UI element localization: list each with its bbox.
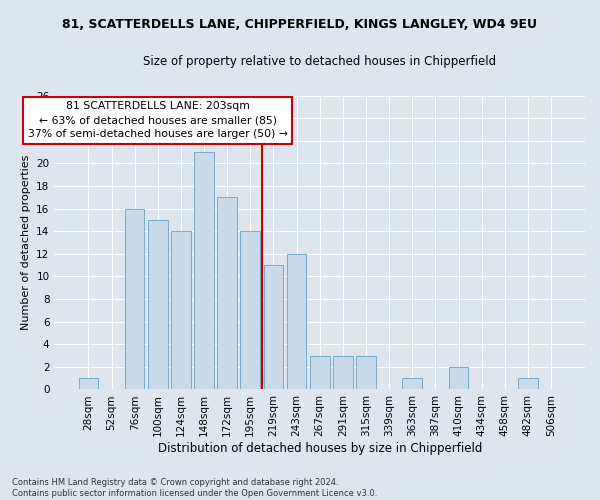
Text: 81, SCATTERDELLS LANE, CHIPPERFIELD, KINGS LANGLEY, WD4 9EU: 81, SCATTERDELLS LANE, CHIPPERFIELD, KIN… bbox=[62, 18, 538, 30]
Bar bbox=[310, 356, 329, 390]
Bar bbox=[333, 356, 353, 390]
Bar bbox=[263, 265, 283, 390]
Bar bbox=[171, 231, 191, 390]
X-axis label: Distribution of detached houses by size in Chipperfield: Distribution of detached houses by size … bbox=[158, 442, 482, 455]
Bar bbox=[217, 198, 237, 390]
Bar bbox=[287, 254, 307, 390]
Bar bbox=[449, 367, 469, 390]
Text: 81 SCATTERDELLS LANE: 203sqm
← 63% of detached houses are smaller (85)
37% of se: 81 SCATTERDELLS LANE: 203sqm ← 63% of de… bbox=[28, 101, 288, 139]
Bar bbox=[125, 208, 145, 390]
Title: Size of property relative to detached houses in Chipperfield: Size of property relative to detached ho… bbox=[143, 55, 496, 68]
Bar bbox=[356, 356, 376, 390]
Bar bbox=[241, 231, 260, 390]
Bar bbox=[194, 152, 214, 390]
Bar bbox=[518, 378, 538, 390]
Y-axis label: Number of detached properties: Number of detached properties bbox=[21, 155, 31, 330]
Bar bbox=[79, 378, 98, 390]
Text: Contains HM Land Registry data © Crown copyright and database right 2024.
Contai: Contains HM Land Registry data © Crown c… bbox=[12, 478, 377, 498]
Bar bbox=[148, 220, 167, 390]
Bar bbox=[403, 378, 422, 390]
